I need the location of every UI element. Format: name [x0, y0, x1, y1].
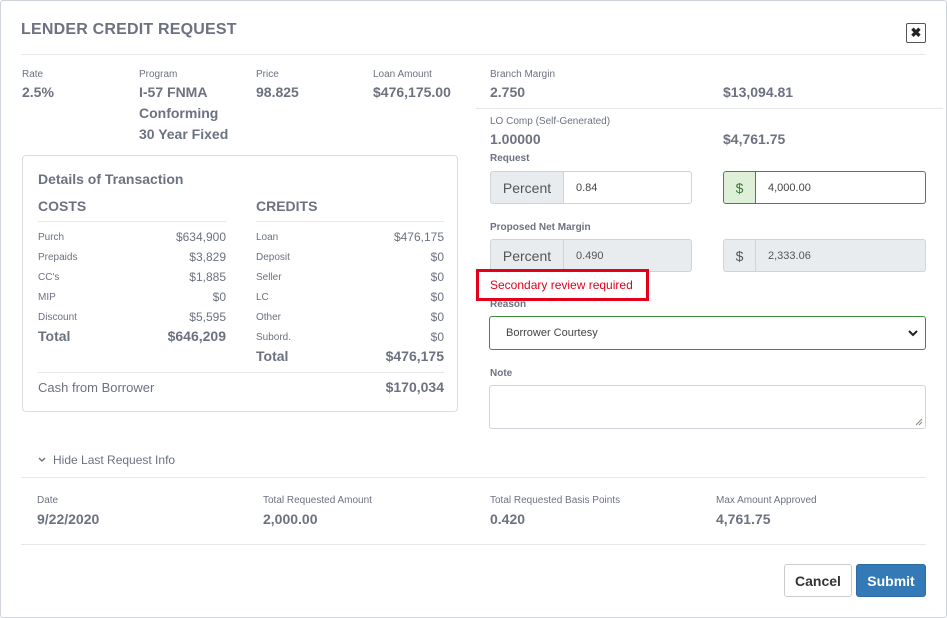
- note-textarea[interactable]: [489, 385, 926, 429]
- submit-button[interactable]: Submit: [856, 564, 926, 597]
- costs-divider: [38, 221, 226, 222]
- costs-row-value: $0: [212, 290, 226, 304]
- lo-comp-amount: $4,761.75: [723, 131, 786, 147]
- loan-amount-label: Loan Amount: [373, 69, 432, 80]
- cash-from-borrower-label: Cash from Borrower: [38, 380, 155, 395]
- total-requested-bps-value: 0.420: [490, 511, 526, 527]
- branch-divider: [476, 108, 943, 109]
- loan-amount-value: $476,175.00: [373, 84, 451, 100]
- costs-row-label: MIP: [38, 292, 56, 303]
- credits-row-label: Other: [256, 312, 282, 323]
- net-margin-dollar-field: 2,333.06: [756, 239, 926, 272]
- reason-label: Reason: [490, 299, 527, 310]
- credits-row-label: LC: [256, 292, 269, 303]
- program-value-line3: 30 Year Fixed: [139, 126, 229, 142]
- details-title: Details of Transaction: [38, 171, 184, 187]
- branch-margin-value: 2.750: [490, 84, 526, 100]
- hide-last-request-toggle[interactable]: Hide Last Request Info: [37, 453, 175, 467]
- chevron-down-icon: [38, 457, 46, 462]
- footer-divider: [21, 544, 926, 545]
- close-button[interactable]: ✖: [906, 23, 926, 43]
- credits-row-value: $0: [430, 290, 444, 304]
- costs-row-value: $3,829: [189, 250, 226, 264]
- credits-divider: [256, 221, 444, 222]
- rate-value: 2.5%: [22, 84, 54, 100]
- costs-row-label: Purch: [38, 232, 65, 243]
- branch-margin-label: Branch Margin: [490, 69, 556, 80]
- credits-row-value: $0: [430, 330, 444, 344]
- program-label: Program: [139, 69, 178, 80]
- hide-last-request-label: Hide Last Request Info: [53, 453, 176, 467]
- last-request-date-label: Date: [37, 495, 59, 506]
- secondary-review-alert: Secondary review required: [476, 269, 649, 301]
- last-request-divider: [21, 477, 926, 478]
- proposed-net-margin-label: Proposed Net Margin: [490, 222, 591, 233]
- branch-margin-amount: $13,094.81: [723, 84, 794, 100]
- lo-comp-value: 1.00000: [490, 131, 541, 147]
- credits-row-value: $0: [430, 270, 444, 284]
- cash-from-borrower-value: $170,034: [385, 379, 444, 395]
- credits-total-label: Total: [256, 348, 289, 364]
- costs-row-value: $1,885: [189, 270, 226, 284]
- request-dollar-addon: $: [723, 171, 756, 204]
- cancel-button[interactable]: Cancel: [784, 564, 852, 597]
- request-percent-addon: Percent: [490, 171, 564, 204]
- reason-select[interactable]: Borrower Courtesy: [489, 316, 926, 350]
- max-amount-approved-label: Max Amount Approved: [716, 495, 817, 506]
- costs-row-value: $634,900: [175, 230, 226, 244]
- max-amount-approved-value: 4,761.75: [716, 511, 771, 527]
- costs-row-value: $5,595: [189, 310, 226, 324]
- credits-total-value: $476,175: [385, 348, 444, 364]
- net-margin-dollar-addon: $: [723, 239, 756, 272]
- total-requested-amount-label: Total Requested Amount: [263, 495, 372, 506]
- credits-row-label: Deposit: [256, 252, 290, 263]
- cash-divider: [38, 372, 444, 373]
- resize-grip-icon[interactable]: [915, 418, 923, 426]
- credits-row-label: Seller: [256, 272, 282, 283]
- lo-comp-label: LO Comp (Self-Generated): [490, 116, 611, 127]
- request-label: Request: [490, 153, 530, 164]
- credits-row-label: Loan: [256, 232, 279, 243]
- modal-title: LENDER CREDIT REQUEST: [21, 21, 237, 38]
- rate-label: Rate: [22, 69, 44, 80]
- reason-selected-value: Borrower Courtesy: [506, 327, 598, 339]
- note-label: Note: [490, 368, 513, 379]
- details-of-transaction-card: Details of Transaction COSTS CREDITS Pur…: [22, 155, 458, 412]
- credits-row-value: $476,175: [393, 230, 444, 244]
- costs-total-label: Total: [38, 328, 71, 344]
- total-requested-amount-value: 2,000.00: [263, 511, 318, 527]
- costs-header: COSTS: [38, 198, 87, 214]
- credits-row-label: Subord.: [256, 332, 292, 343]
- costs-row-label: Discount: [38, 312, 77, 323]
- costs-row-label: CC's: [38, 272, 60, 283]
- last-request-date-value: 9/22/2020: [37, 511, 100, 527]
- request-dollar-input[interactable]: 4,000.00: [756, 171, 926, 204]
- price-label: Price: [256, 69, 279, 80]
- close-icon: ✖: [910, 25, 922, 40]
- chevron-down-icon: [908, 330, 918, 337]
- program-value-line1: I-57 FNMA: [139, 84, 208, 100]
- header-divider: [21, 54, 926, 55]
- credits-row-value: $0: [430, 250, 444, 264]
- credits-header: CREDITS: [256, 198, 318, 214]
- costs-total-value: $646,209: [167, 328, 226, 344]
- net-margin-percent-field: 0.490: [564, 239, 692, 272]
- costs-row-label: Prepaids: [38, 252, 78, 263]
- credits-row-value: $0: [430, 310, 444, 324]
- total-requested-bps-label: Total Requested Basis Points: [490, 495, 621, 506]
- net-margin-percent-addon: Percent: [490, 239, 564, 272]
- request-percent-input[interactable]: 0.84: [564, 171, 692, 204]
- program-value-line2: Conforming: [139, 105, 219, 121]
- price-value: 98.825: [256, 84, 299, 100]
